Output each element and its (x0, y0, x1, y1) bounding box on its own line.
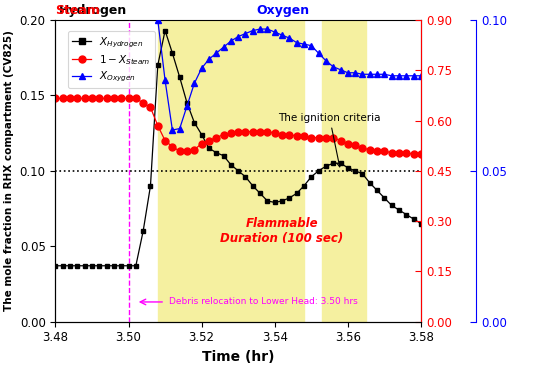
Text: Flammable
Duration (100 sec): Flammable Duration (100 sec) (221, 217, 344, 245)
Bar (158, 20, 304, 322)
Text: Hydrogen: Hydrogen (59, 4, 128, 17)
Text: Oxygen: Oxygen (256, 4, 310, 17)
Text: The ignition criteria: The ignition criteria (278, 113, 381, 167)
Y-axis label: The mole fraction in RHX compartment (CV825): The mole fraction in RHX compartment (CV… (4, 30, 14, 311)
Text: Steam: Steam (56, 4, 100, 17)
Legend: $X_{Hydrogen}$, $1-X_{Steam}$, $X_{Oxygen}$: $X_{Hydrogen}$, $1-X_{Steam}$, $X_{Oxyge… (68, 31, 155, 88)
Bar (322, 20, 366, 322)
X-axis label: Time (hr): Time (hr) (202, 350, 274, 364)
Text: Debris relocation to Lower Head: 3.50 hrs: Debris relocation to Lower Head: 3.50 hr… (169, 297, 358, 307)
